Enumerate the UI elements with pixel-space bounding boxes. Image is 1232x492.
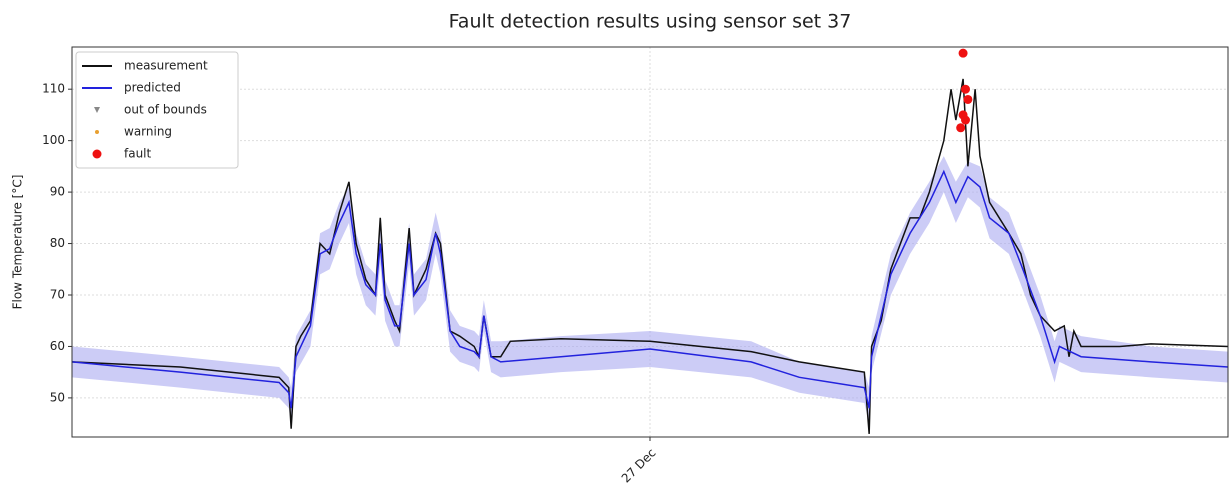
y-tick-label: 110 xyxy=(42,82,65,96)
axes-frame xyxy=(71,46,1229,438)
chart-title: Fault detection results using sensor set… xyxy=(449,11,852,33)
legend-label: predicted xyxy=(124,81,181,95)
legend-label: out of bounds xyxy=(124,103,207,117)
legend-swatch xyxy=(95,130,99,134)
y-tick-label: 90 xyxy=(50,185,65,199)
fault-point xyxy=(956,123,966,133)
x-tick-label: 27 Dec xyxy=(619,446,659,486)
legend-swatch xyxy=(94,107,100,113)
y-tick-label: 50 xyxy=(50,390,65,404)
y-tick-label: 100 xyxy=(42,133,65,147)
plot-content xyxy=(72,78,1228,434)
series-line xyxy=(72,169,1228,409)
fault-point xyxy=(960,84,970,94)
y-tick-label: 70 xyxy=(50,287,65,301)
legend-swatch xyxy=(92,149,102,159)
y-axis-label: Flow Temperature [°C] xyxy=(11,175,25,310)
fault-point xyxy=(958,48,968,58)
legend-box xyxy=(75,51,239,169)
legend-label: warning xyxy=(124,125,172,139)
fault-point xyxy=(960,115,970,125)
y-tick-label: 60 xyxy=(50,339,65,353)
legend-label: measurement xyxy=(124,59,208,73)
fault-point xyxy=(963,94,973,104)
legend-label: fault xyxy=(124,147,152,161)
y-tick-label: 80 xyxy=(50,236,65,250)
